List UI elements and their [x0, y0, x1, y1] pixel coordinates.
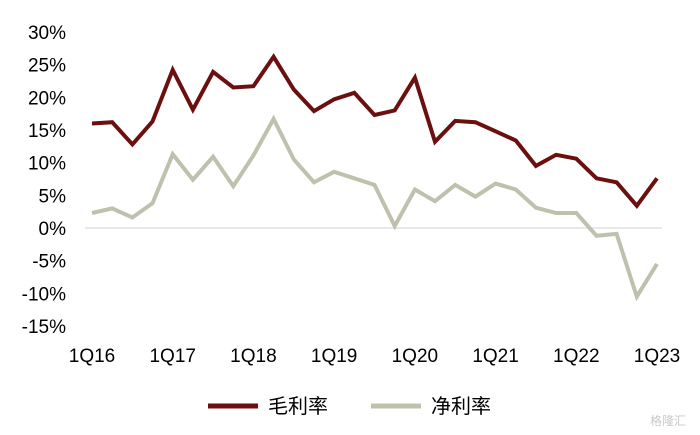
y-tick-label: 25% — [28, 56, 66, 77]
x-tick-label: 1Q21 — [472, 346, 518, 367]
y-axis-tick-labels: 30% 25% 20% 15% 10% 5% 0% -5% -10% -15% — [22, 23, 66, 338]
legend: 毛利率 净利率 — [208, 394, 491, 418]
x-tick-label: 1Q23 — [634, 346, 680, 367]
x-tick-label: 1Q17 — [149, 346, 195, 367]
x-tick-label: 1Q18 — [230, 346, 276, 367]
y-tick-label: 0% — [39, 219, 67, 240]
y-tick-label: -10% — [22, 284, 66, 305]
y-tick-label: 15% — [28, 121, 66, 142]
series-line-net-margin — [91, 114, 659, 302]
legend-label-gross-margin: 毛利率 — [268, 394, 328, 418]
y-tick-label: -5% — [32, 252, 66, 273]
y-tick-label: 10% — [28, 154, 66, 175]
x-tick-label: 1Q20 — [392, 346, 438, 367]
y-tick-label: 5% — [39, 186, 67, 207]
x-axis-tick-labels: 1Q16 1Q17 1Q18 1Q19 1Q20 1Q21 1Q22 1Q23 — [69, 346, 680, 367]
x-tick-label: 1Q19 — [311, 346, 357, 367]
y-tick-label: 20% — [28, 88, 66, 109]
y-tick-label: -15% — [22, 317, 66, 338]
legend-label-net-margin: 净利率 — [431, 394, 491, 418]
series-lines — [91, 53, 659, 302]
watermark: 格隆汇 — [649, 414, 686, 428]
y-tick-label: 30% — [28, 23, 66, 44]
x-tick-label: 1Q22 — [553, 346, 599, 367]
x-tick-label: 1Q16 — [69, 346, 115, 367]
series-line-gross-margin — [91, 53, 659, 210]
